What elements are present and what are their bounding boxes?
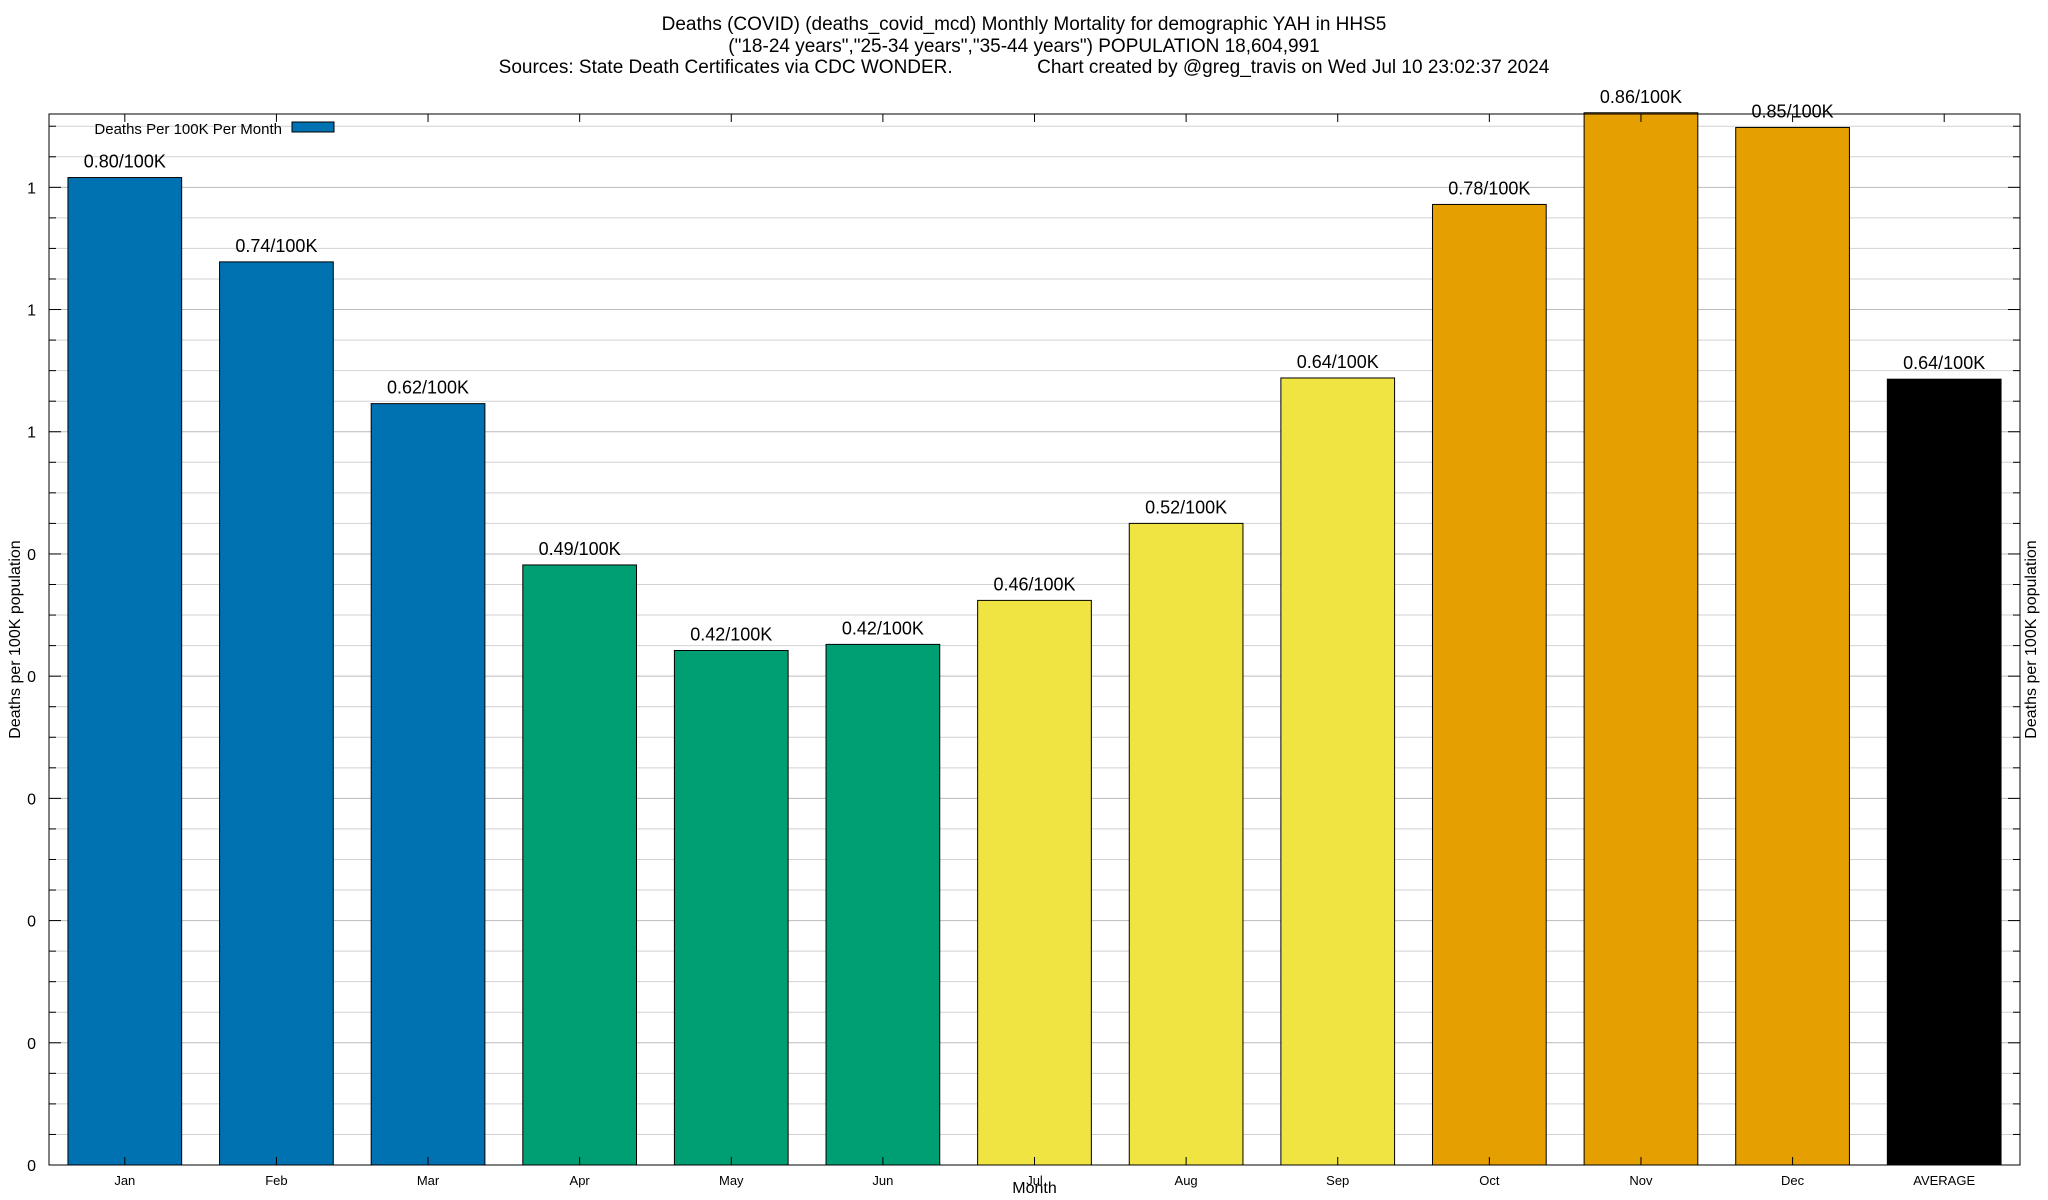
chart-title-line-3: Sources: State Death Certificates via CD… (499, 57, 1550, 78)
bar-jan (67, 177, 183, 1166)
bar-value-label: 0.49/100K (539, 539, 621, 559)
bar-may (673, 649, 789, 1166)
y-tick-label: 0 (27, 1158, 36, 1175)
bar-value-label: 0.85/100K (1752, 101, 1834, 121)
legend-swatch (291, 121, 335, 133)
x-tick-label: Feb (265, 1173, 287, 1188)
bar-aug (1128, 522, 1244, 1166)
x-axis-label: Month (1012, 1180, 1056, 1197)
bar-value-label: 0.64/100K (1903, 353, 1985, 373)
bar-oct (1431, 203, 1547, 1166)
bar-value-label: 0.52/100K (1145, 497, 1227, 517)
bar-value-label: 0.62/100K (387, 378, 469, 398)
y-tick-label: 0 (27, 1036, 36, 1053)
x-tick-label: May (719, 1173, 744, 1188)
bar-average (1886, 378, 2002, 1166)
chart-title: Deaths (COVID) (deaths_covid_mcd) Monthl… (499, 14, 1550, 78)
bar-value-label: 0.64/100K (1297, 352, 1379, 372)
y-tick-label: 1 (27, 180, 36, 197)
plot-frame (48, 113, 2021, 1166)
bar-nov (1583, 112, 1699, 1166)
y-axis-label-left: Deaths per 100K population (7, 540, 24, 738)
y-tick-label: 1 (27, 425, 36, 442)
bar-feb (219, 261, 334, 1166)
y-tick-label: 1 (27, 303, 36, 320)
x-tick-label: Apr (570, 1173, 591, 1188)
bar-value-labels: 0.80/100K 0.74/100K 0.62/100K 0.49/100K 0.42… (84, 87, 1985, 645)
chart-title-line-1: Deaths (COVID) (deaths_covid_mcd) Monthl… (662, 14, 1387, 35)
y-tick-labels: 0 0 0 0 0 0 1 1 1 (27, 180, 36, 1175)
legend: Deaths Per 100K Per Month (94, 121, 335, 138)
bar-value-label: 0.80/100K (84, 152, 166, 172)
x-tick-label: Jan (114, 1173, 135, 1188)
x-tick-label: Dec (1781, 1173, 1805, 1188)
x-tick-label: Jun (872, 1173, 893, 1188)
chart-title-line-2: ("18-24 years","25-34 years","35-44 year… (728, 36, 1319, 57)
bar-value-label: 0.46/100K (993, 574, 1075, 594)
bar-value-label: 0.78/100K (1448, 178, 1530, 198)
x-tick-label: Jul (1026, 1173, 1043, 1188)
x-tick-label: Nov (1629, 1173, 1653, 1188)
y-axis-label-right: Deaths per 100K population (2023, 540, 2040, 738)
bar-value-label: 0.42/100K (690, 624, 772, 644)
bar-dec (1735, 126, 1850, 1166)
x-tick-label: Sep (1326, 1173, 1349, 1188)
x-tick-label: Aug (1175, 1173, 1198, 1188)
y-tick-label: 0 (27, 914, 36, 931)
x-tick-label: Mar (417, 1173, 440, 1188)
y-tick-label: 0 (27, 547, 36, 564)
x-tick-labels: Jan Feb Mar Apr May Jun Jul Aug Sep Oct Nov Dec AVER… (114, 114, 1975, 1188)
bar-sep (1280, 377, 1396, 1166)
x-tick-label: AVERAGE (1913, 1173, 1975, 1188)
bar-apr (522, 564, 638, 1166)
bar-jul (977, 599, 1092, 1166)
legend-label: Deaths Per 100K Per Month (94, 121, 282, 138)
y-tick-label: 0 (27, 791, 36, 808)
bar-value-label: 0.74/100K (235, 236, 317, 256)
bar-mar (370, 403, 486, 1166)
bars (67, 112, 2002, 1166)
bar-jun (825, 643, 941, 1166)
bar-value-label: 0.86/100K (1600, 87, 1682, 107)
bar-value-label: 0.42/100K (842, 618, 924, 638)
x-tick-label: Oct (1479, 1173, 1500, 1188)
y-tick-label: 0 (27, 669, 36, 686)
